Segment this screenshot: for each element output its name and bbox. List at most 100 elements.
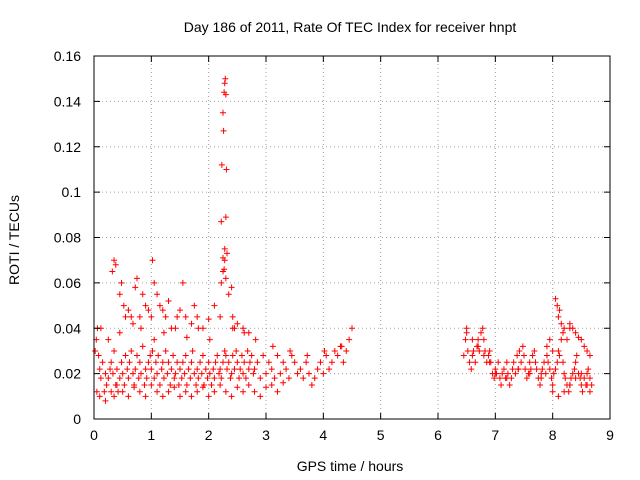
data-point: [285, 375, 292, 382]
data-point: [112, 261, 119, 268]
data-point: [578, 336, 585, 343]
data-point: [294, 370, 301, 377]
x-tick-label: 0: [90, 427, 98, 443]
data-point: [160, 375, 167, 382]
data-point: [478, 329, 484, 336]
data-point: [107, 366, 114, 373]
data-point: [572, 375, 579, 382]
data-point: [460, 352, 467, 359]
data-point: [308, 381, 315, 388]
data-point: [244, 347, 251, 354]
y-tick-label: 0.16: [54, 48, 81, 64]
data-point: [571, 366, 578, 373]
data-point: [550, 370, 557, 377]
data-point: [205, 316, 212, 323]
data-point: [549, 347, 556, 354]
data-point: [111, 347, 118, 354]
data-point: [185, 366, 192, 373]
data-point: [274, 352, 281, 359]
data-point: [154, 388, 161, 395]
data-point: [93, 388, 100, 395]
data-point: [543, 343, 550, 350]
data-point: [211, 375, 218, 382]
data-point: [584, 381, 591, 388]
data-point: [211, 388, 218, 395]
data-point: [573, 352, 580, 359]
data-point: [225, 359, 232, 366]
data-point: [236, 375, 243, 382]
data-point: [245, 366, 252, 373]
data-point: [126, 359, 133, 366]
data-point: [469, 352, 476, 359]
data-point: [291, 359, 298, 366]
data-point: [506, 381, 513, 388]
data-point: [472, 359, 479, 366]
data-point: [250, 370, 257, 377]
data-point: [349, 325, 355, 332]
data-point: [280, 379, 287, 386]
data-point: [149, 257, 156, 264]
data-point: [251, 388, 258, 395]
data-point: [586, 388, 593, 395]
data-point: [141, 381, 148, 388]
data-point: [175, 381, 182, 388]
data-point: [527, 366, 534, 373]
data-point: [496, 375, 503, 382]
data-point: [167, 381, 174, 388]
data-point: [548, 375, 555, 382]
data-point: [572, 359, 579, 366]
data-point: [585, 366, 592, 373]
x-tick-label: 5: [377, 427, 385, 443]
x-tick-label: 2: [205, 427, 213, 443]
axis-ticks: [93, 55, 611, 420]
data-point: [586, 375, 593, 382]
data-point: [212, 359, 219, 366]
data-point: [119, 388, 126, 395]
data-point: [136, 359, 143, 366]
data-point: [552, 295, 559, 302]
data-point: [218, 375, 225, 382]
data-point: [542, 370, 549, 377]
data-point: [147, 352, 154, 359]
data-point: [138, 325, 145, 332]
data-point: [523, 375, 530, 382]
data-point: [152, 359, 159, 366]
data-point: [156, 302, 163, 309]
data-point: [240, 325, 247, 332]
data-point: [234, 359, 241, 366]
data-point: [195, 375, 202, 382]
data-point: [134, 352, 140, 359]
data-point: [251, 366, 258, 373]
data-point: [105, 375, 112, 382]
x-tick-label: 8: [549, 427, 557, 443]
data-point: [125, 375, 132, 382]
data-point: [148, 313, 155, 320]
data-point: [145, 359, 152, 366]
data-point: [500, 366, 507, 373]
data-point: [321, 347, 328, 354]
data-point: [177, 393, 183, 400]
data-point: [463, 329, 470, 336]
data-point: [531, 347, 538, 354]
data-point: [131, 384, 138, 391]
data-point: [111, 393, 118, 400]
data-point: [466, 359, 473, 366]
data-point: [218, 161, 225, 168]
data-point: [462, 336, 469, 343]
data-point: [182, 352, 189, 359]
data-point: [504, 370, 511, 377]
data-point: [159, 359, 166, 366]
data-point: [155, 352, 162, 359]
data-point: [238, 352, 245, 359]
data-point: [101, 388, 108, 395]
data-point: [260, 352, 267, 359]
data-point: [559, 359, 566, 366]
data-point: [246, 359, 253, 366]
data-point: [486, 347, 493, 354]
data-point: [234, 384, 241, 391]
data-point: [263, 370, 269, 377]
chart-title: Day 186 of 2011, Rate Of TEC Index for r…: [184, 19, 517, 35]
data-point: [543, 352, 550, 359]
data-point: [118, 279, 125, 286]
data-point: [208, 381, 215, 388]
